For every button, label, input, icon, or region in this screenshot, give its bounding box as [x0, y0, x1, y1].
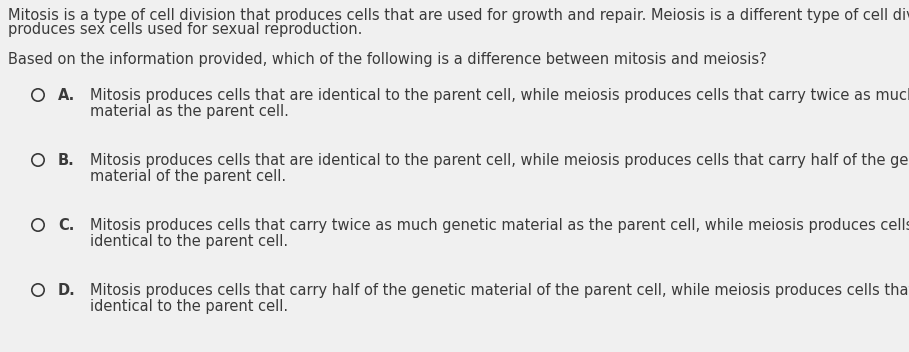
Text: identical to the parent cell.: identical to the parent cell.	[90, 299, 288, 314]
Text: produces sex cells used for sexual reproduction.: produces sex cells used for sexual repro…	[8, 22, 363, 37]
Text: Mitosis produces cells that carry half of the genetic material of the parent cel: Mitosis produces cells that carry half o…	[90, 283, 909, 298]
Text: Mitosis is a type of cell division that produces cells that are used for growth : Mitosis is a type of cell division that …	[8, 8, 909, 23]
Text: Mitosis produces cells that carry twice as much genetic material as the parent c: Mitosis produces cells that carry twice …	[90, 218, 909, 233]
Text: material of the parent cell.: material of the parent cell.	[90, 169, 286, 184]
Text: Mitosis produces cells that are identical to the parent cell, while meiosis prod: Mitosis produces cells that are identica…	[90, 88, 909, 103]
Text: Mitosis produces cells that are identical to the parent cell, while meiosis prod: Mitosis produces cells that are identica…	[90, 153, 909, 168]
Text: A.: A.	[58, 88, 75, 103]
Text: material as the parent cell.: material as the parent cell.	[90, 104, 289, 119]
Text: identical to the parent cell.: identical to the parent cell.	[90, 234, 288, 249]
Text: D.: D.	[58, 283, 75, 298]
Text: C.: C.	[58, 218, 75, 233]
Text: B.: B.	[58, 153, 75, 168]
Text: Based on the information provided, which of the following is a difference betwee: Based on the information provided, which…	[8, 52, 767, 67]
